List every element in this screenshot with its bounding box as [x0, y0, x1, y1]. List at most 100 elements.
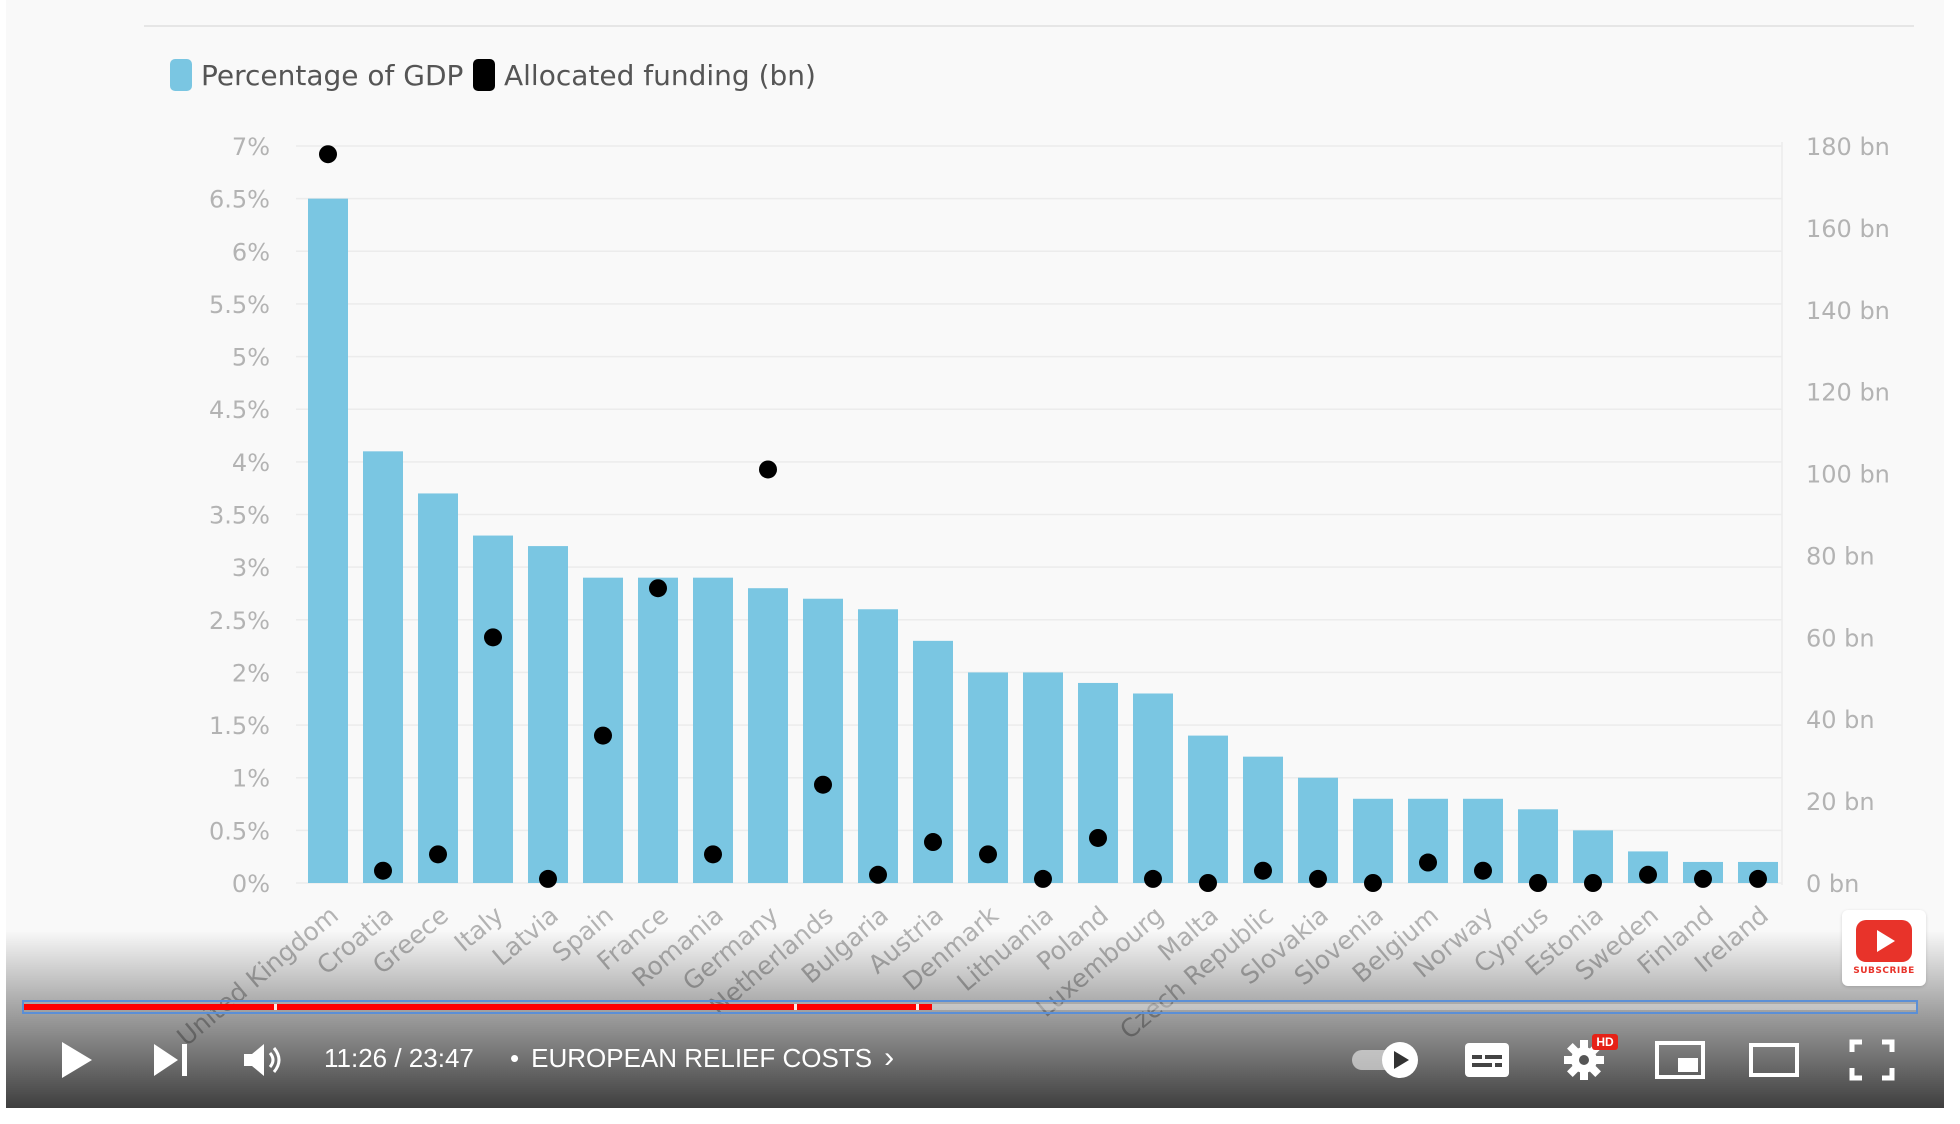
scatter-point	[429, 845, 447, 864]
y-right-tick-label: 20 bn	[1806, 788, 1875, 816]
y-right-tick-label: 0 bn	[1806, 870, 1859, 898]
y-left-tick-label: 0.5%	[209, 817, 270, 845]
scatter-point	[704, 845, 722, 864]
bar	[418, 493, 458, 883]
scatter-point	[1584, 874, 1602, 892]
scatter-point	[1419, 853, 1437, 872]
scatter-point	[924, 833, 942, 852]
y-left-tick-label: 3.5%	[209, 502, 270, 530]
y-left-tick-label: 0%	[232, 870, 270, 898]
chapter-marker	[916, 1004, 919, 1010]
y-left-tick-label: 7%	[232, 133, 270, 161]
y-left-tick-label: 6%	[232, 238, 270, 266]
y-right-tick-label: 80 bn	[1806, 542, 1875, 570]
fullscreen-icon[interactable]	[1848, 1038, 1896, 1082]
chart: 0% 0.5% 1% 1.5% 2% 2.5% 3% 3.5% 4% 4.5% 5% 5.5% 6% 6.…	[144, 25, 1914, 1052]
scatter-point	[979, 845, 997, 864]
video-frame[interactable]: 0% 0.5% 1% 1.5% 2% 2.5% 3% 3.5% 4% 4.5% 5% 5.5% 6% 6.…	[6, 0, 1944, 1108]
miniplayer-icon[interactable]	[1654, 1040, 1706, 1080]
y-left-tick-label: 1%	[232, 765, 270, 793]
chevron-right-icon: ›	[884, 1041, 895, 1074]
scatter-point	[1034, 869, 1052, 888]
scatter-point	[1254, 861, 1272, 880]
bar	[308, 198, 348, 884]
theater-mode-icon[interactable]	[1748, 1042, 1800, 1078]
y-right-tick-label: 100 bn	[1806, 461, 1890, 489]
bar	[473, 535, 513, 883]
settings-gear-icon[interactable]: HD	[1560, 1032, 1622, 1084]
legend-swatch	[170, 59, 192, 91]
scatter-point	[1474, 861, 1492, 880]
bar	[1023, 672, 1063, 883]
bar	[528, 546, 568, 883]
chapter-marker	[274, 1004, 277, 1010]
y-right-tick-label: 160 bn	[1806, 215, 1890, 243]
youtube-logo-icon	[1856, 920, 1912, 962]
bar	[363, 451, 403, 883]
next-icon[interactable]	[150, 1040, 194, 1080]
scatter-point	[814, 775, 832, 794]
legend-label: Allocated funding (bn)	[504, 59, 816, 92]
scatter-point	[484, 628, 502, 647]
scatter-point	[1749, 869, 1767, 888]
scatter-point	[649, 579, 667, 598]
legend-label: Percentage of GDP	[201, 59, 463, 92]
y-left-tick-label: 2.5%	[209, 607, 270, 635]
chapter-title-button[interactable]: • EUROPEAN RELIEF COSTS ›	[510, 1040, 894, 1076]
play-icon[interactable]	[56, 1038, 96, 1082]
scatter-point	[869, 865, 887, 884]
bar	[1078, 682, 1118, 883]
subtitles-icon[interactable]	[1462, 1038, 1512, 1082]
scatter-point	[1089, 828, 1107, 847]
bar	[1353, 798, 1393, 883]
bar	[638, 577, 678, 883]
time-display: 11:26 / 23:47	[324, 1043, 474, 1073]
y-left-tick-label: 2%	[232, 659, 270, 687]
scatter-point	[1364, 874, 1382, 892]
bar	[748, 588, 788, 883]
scatter-point	[1199, 874, 1217, 892]
subscribe-label: SUBSCRIBE	[1853, 966, 1915, 976]
y-left-tick-label: 6.5%	[209, 186, 270, 214]
y-right-tick-label: 180 bn	[1806, 133, 1890, 161]
bar	[858, 609, 898, 883]
y-right-tick-label: 140 bn	[1806, 297, 1890, 325]
bar	[1298, 777, 1338, 883]
scatter-point	[1144, 869, 1162, 888]
subscribe-watermark[interactable]: SUBSCRIBE	[1842, 910, 1926, 986]
scatter-point	[1529, 874, 1547, 892]
scatter-point	[374, 861, 392, 880]
y-left-tick-label: 5%	[232, 344, 270, 372]
legend-swatch	[473, 59, 495, 91]
bar	[693, 577, 733, 883]
scatter-point	[759, 460, 777, 479]
chapter-dot: •	[510, 1043, 520, 1073]
bar	[1518, 809, 1558, 883]
y-left-tick-label: 1.5%	[209, 712, 270, 740]
scatter-point	[1309, 869, 1327, 888]
y-right-tick-label: 40 bn	[1806, 706, 1875, 734]
scatter-point	[594, 726, 612, 745]
y-left-tick-label: 4%	[232, 449, 270, 477]
y-right-tick-label: 60 bn	[1806, 624, 1875, 652]
progress-bar-focus-outline	[22, 1000, 1918, 1014]
progress-bar[interactable]	[24, 1004, 1916, 1010]
y-left-tick-label: 4.5%	[209, 396, 270, 424]
scatter-point	[539, 869, 557, 888]
x-tick-label: United Kingdom	[171, 900, 343, 1051]
scatter-point	[1639, 865, 1657, 884]
scatter-point	[1694, 869, 1712, 888]
progress-played	[24, 1004, 933, 1010]
y-right-tick-label: 120 bn	[1806, 379, 1890, 407]
bar	[1188, 735, 1228, 883]
scatter-point	[319, 145, 337, 164]
autoplay-toggle-icon[interactable]	[1350, 1040, 1422, 1080]
bar	[803, 598, 843, 883]
volume-icon[interactable]	[240, 1040, 286, 1080]
y-left-tick-label: 5.5%	[209, 291, 270, 319]
y-left-tick-label: 3%	[232, 554, 270, 582]
bar	[1133, 693, 1173, 883]
hd-badge: HD	[1596, 1035, 1614, 1049]
chapter-marker	[794, 1004, 797, 1010]
chapter-title: EUROPEAN RELIEF COSTS	[531, 1043, 873, 1073]
